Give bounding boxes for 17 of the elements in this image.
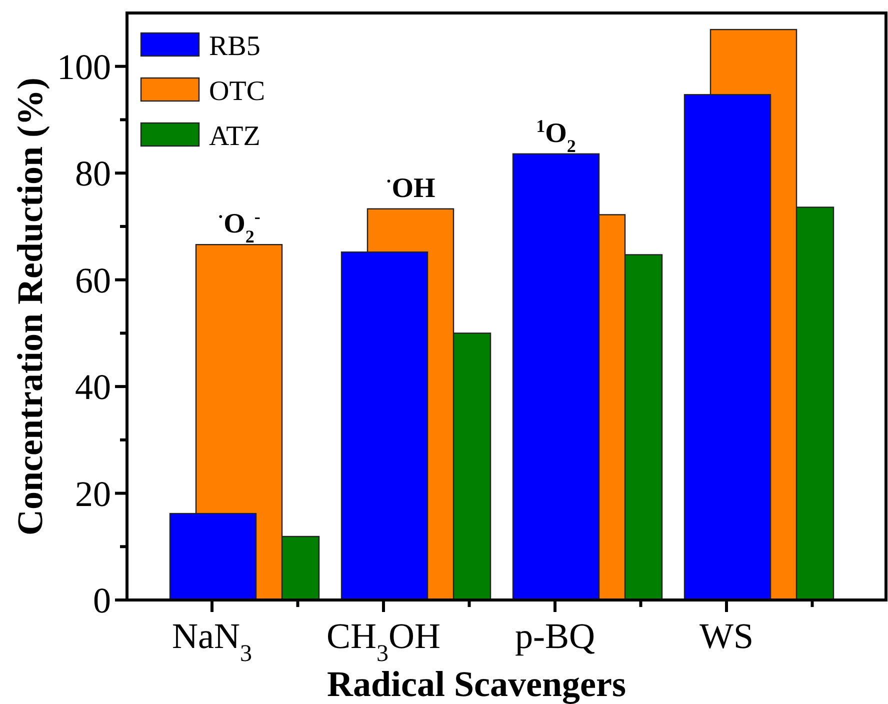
x-tick-label: p-BQ [515,616,595,656]
legend-label: RB5 [209,30,260,62]
y-tick-label: 20 [75,474,111,514]
y-axis-title: Concentration Reduction (%) [10,78,50,536]
y-tick-label: 0 [93,580,111,621]
x-tick-label: CH$_{3}$OH [326,616,441,667]
annotation: $^{·}$OH [386,170,436,204]
x-tick-label: NaN$_{3}$ [172,616,252,667]
x-axis-title: Radical Scavengers [327,664,626,704]
annotation: $^{1}$O$_{2}$ [536,116,576,156]
y-tick-label: 100 [57,46,111,87]
x-tick-label: WS [700,616,754,656]
y-tick-label: 80 [75,154,111,194]
legend-label: ATZ [209,120,260,152]
legend-label: OTC [209,76,265,107]
y-tick-label: 60 [75,260,111,300]
y-tick-label: 40 [75,367,111,408]
